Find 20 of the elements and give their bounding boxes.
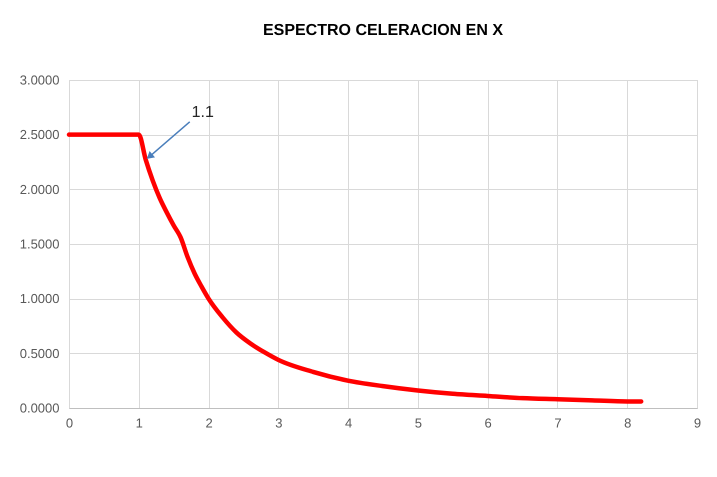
x-tick-label: 9 [694,416,702,430]
x-tick-label: 0 [66,416,74,430]
chart-title: ESPECTRO CELERACION EN X [262,22,504,39]
y-tick-label: 2.0000 [20,182,60,197]
x-tick-label: 4 [344,416,352,430]
x-tick-label: 6 [484,416,492,430]
y-tick-label: 0.0000 [20,400,60,416]
x-tick-label: 3 [275,416,282,430]
x-tick-label: 1 [136,416,143,430]
line-series [66,132,644,404]
y-tick-label: 0.5000 [20,346,60,361]
x-tick-label: 5 [414,416,422,430]
x-tick-label: 8 [624,416,632,430]
y-tick-label: 2.5000 [20,127,60,142]
annotation: 1.1 [192,104,214,121]
y-tick-label: 1.0000 [20,291,60,306]
y-tick-label: 1.5000 [20,236,60,252]
y-tick-label: 3.0000 [20,72,60,88]
x-tick-label: 7 [554,416,562,430]
x-tick-label: 2 [205,416,213,430]
